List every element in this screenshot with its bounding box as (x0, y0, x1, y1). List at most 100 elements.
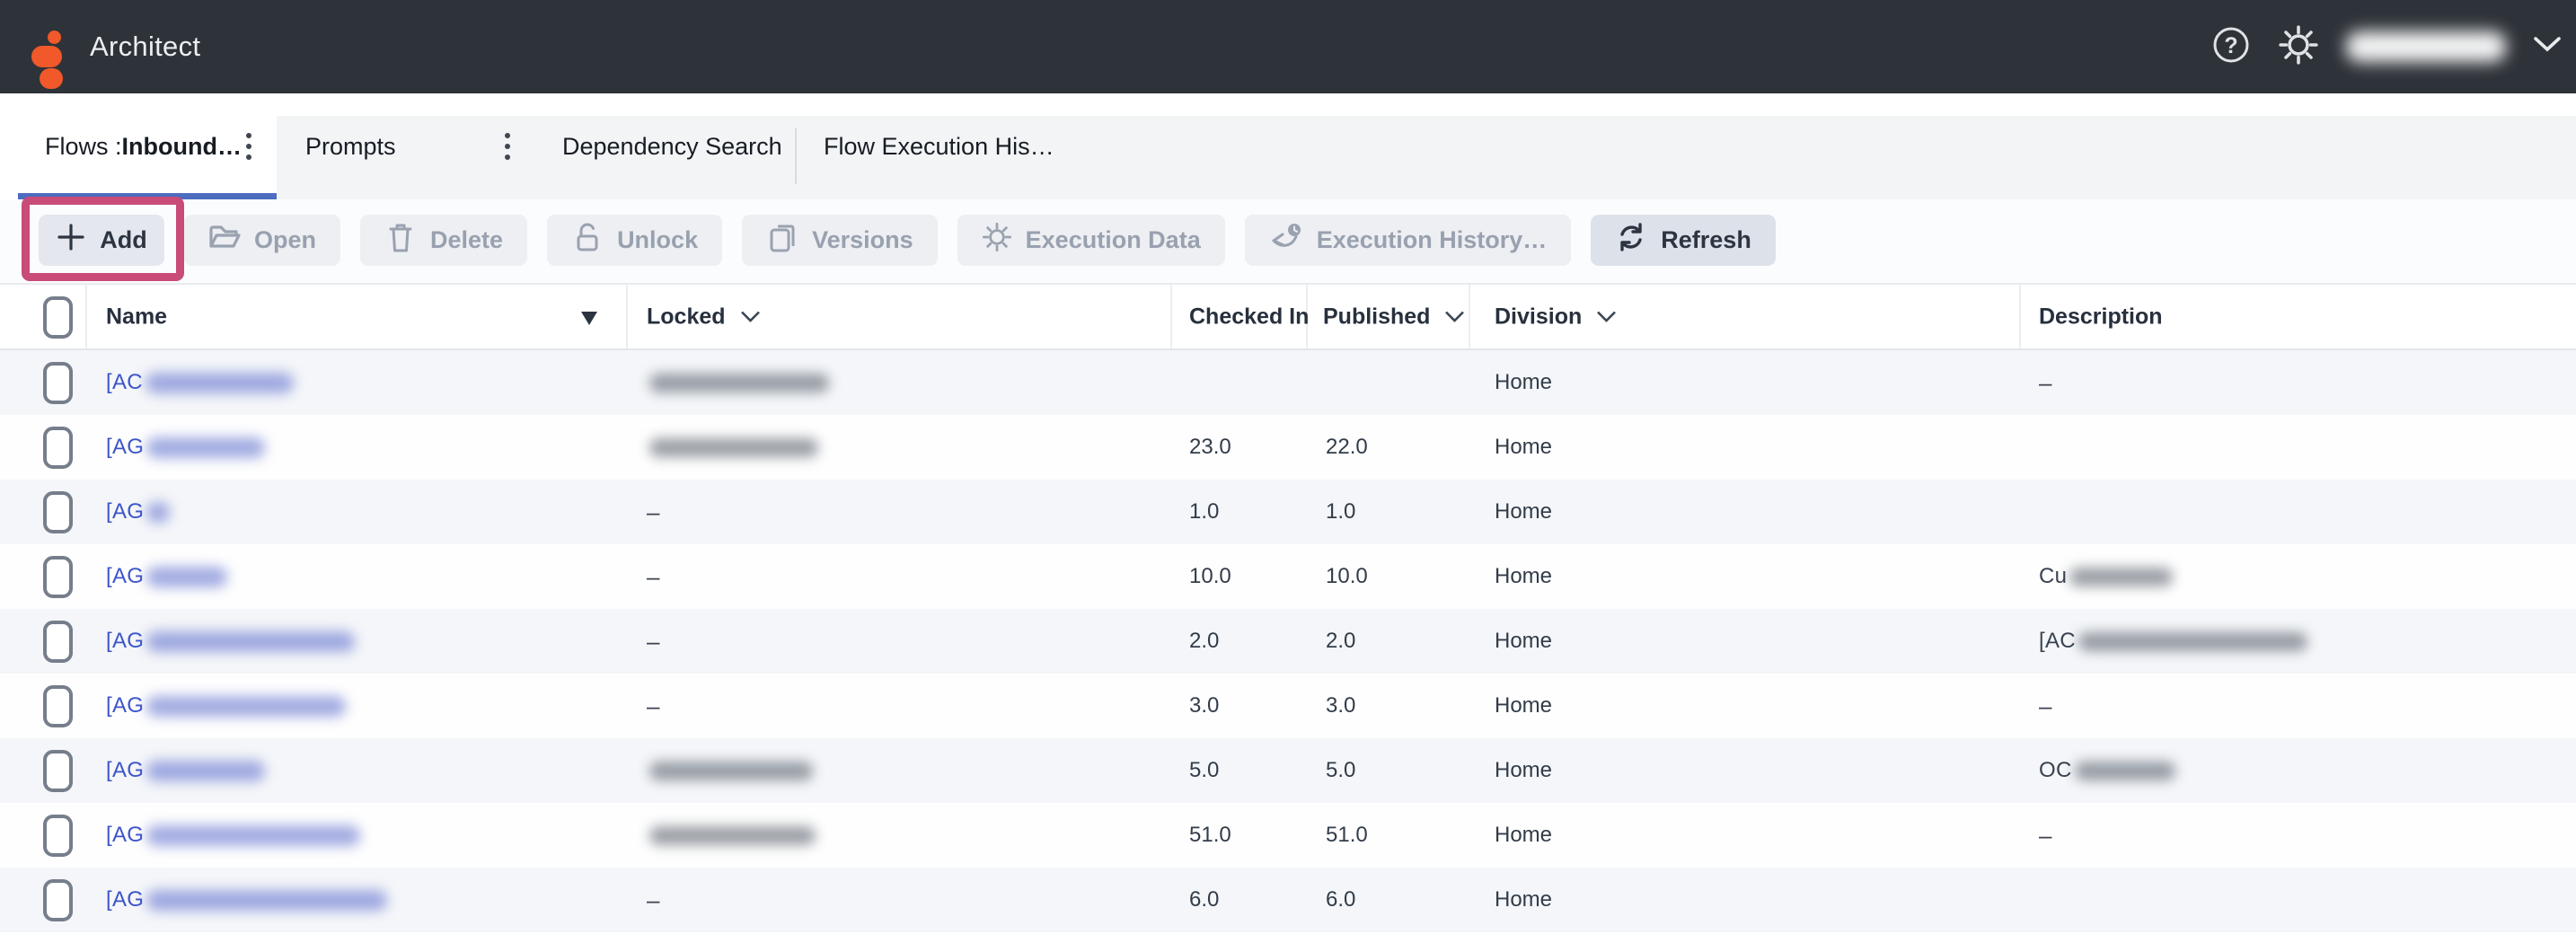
tab-divider (795, 128, 797, 184)
description-cell: – (2039, 350, 2051, 415)
column-header-locked[interactable]: Locked (647, 304, 761, 330)
flow-name-redacted (146, 695, 347, 717)
flow-name-redacted (146, 889, 388, 911)
flow-name-redacted (145, 372, 294, 393)
column-header-published[interactable]: Published (1323, 304, 1465, 330)
open-button[interactable]: Open (184, 215, 341, 266)
chevron-down-icon (1597, 311, 1617, 322)
division-cell: Home (1495, 629, 1553, 653)
division-cell: Home (1495, 435, 1553, 459)
flow-name-link[interactable]: [AC (106, 350, 294, 415)
division-cell: Home (1495, 887, 1553, 912)
execution-history-button[interactable]: Execution History… (1244, 215, 1572, 266)
delete-button[interactable]: Delete (360, 215, 528, 266)
svg-text:?: ? (2224, 33, 2237, 58)
description-dash: – (2039, 368, 2052, 396)
column-header-description[interactable]: Description (2039, 304, 2163, 329)
checked-in-cell: 5.0 (1189, 758, 1220, 782)
division-cell: Home (1495, 564, 1553, 588)
locked-cell: – (647, 609, 659, 674)
tab-prompts[interactable]: Prompts (305, 132, 396, 160)
flow-name-link[interactable]: [AG (106, 674, 347, 738)
tab-dependency-search[interactable]: Dependency Search (562, 132, 782, 160)
table-row[interactable]: [AG – 2.0 2.0 Home [AC (0, 609, 2576, 674)
select-all-checkbox[interactable] (43, 296, 73, 339)
locked-cell: – (647, 674, 659, 738)
column-header-checked-in[interactable]: Checked In (1189, 304, 1310, 329)
description-cell: – (2039, 674, 2051, 738)
top-app-bar: Architect ? (0, 0, 2576, 93)
table-row[interactable]: [AG – 3.0 3.0 Home – (0, 674, 2576, 738)
flow-name-prefix: [AC (106, 370, 143, 394)
add-button[interactable]: Add (39, 215, 164, 266)
table-row[interactable]: [AG – 10.0 10.0 Home Cu (0, 544, 2576, 609)
flow-name-redacted (146, 436, 266, 458)
description-prefix: Cu (2039, 564, 2068, 588)
plus-icon (56, 222, 86, 259)
flow-name-prefix: [AG (106, 693, 145, 718)
table-row[interactable]: [AG 5.0 5.0 Home OC (0, 738, 2576, 803)
refresh-button[interactable]: Refresh (1591, 215, 1776, 266)
locked-cell (647, 415, 818, 480)
table-row[interactable]: [AG – 1.0 1.0 Home (0, 480, 2576, 544)
help-icon[interactable]: ? (2211, 25, 2251, 69)
active-tab-indicator (18, 193, 277, 199)
chevron-down-icon (1445, 311, 1465, 322)
genesys-logo-icon (31, 27, 72, 92)
description-redacted (2074, 761, 2175, 780)
row-checkbox[interactable] (43, 749, 73, 792)
tab-flows-kebab-menu-icon[interactable] (241, 128, 257, 165)
description-redacted (2078, 631, 2307, 651)
tab-prompts-kebab-menu-icon[interactable] (499, 128, 516, 165)
division-cell: Home (1495, 758, 1553, 782)
flow-name-link[interactable]: [AG (106, 544, 228, 609)
table-row[interactable]: [AG – 6.0 6.0 Home (0, 868, 2576, 932)
division-cell: Home (1495, 370, 1553, 394)
column-header-name[interactable]: Name (106, 304, 168, 329)
locked-cell (647, 350, 829, 415)
published-cell: 6.0 (1326, 887, 1356, 912)
row-checkbox[interactable] (43, 426, 73, 469)
flow-name-link[interactable]: [AG (106, 415, 266, 480)
locked-cell (647, 738, 813, 803)
user-name-redacted (2346, 31, 2506, 62)
tab-flows-inbound[interactable]: Flows : Inbound… (45, 93, 242, 199)
row-checkbox[interactable] (43, 490, 73, 533)
row-checkbox[interactable] (43, 684, 73, 727)
flows-table-body: [AC Home – [AG 23.0 22.0 Home (0, 350, 2576, 943)
table-row[interactable]: [AG 51.0 51.0 Home – (0, 803, 2576, 868)
chevron-down-icon (740, 311, 760, 322)
flow-name-prefix: [AG (106, 629, 145, 653)
row-checkbox[interactable] (43, 361, 73, 404)
flow-name-prefix: [AG (106, 823, 145, 847)
flow-name-redacted (146, 824, 361, 846)
tab-flow-execution-history[interactable]: Flow Execution His… (824, 132, 1054, 160)
flow-name-link[interactable]: [AG (106, 609, 356, 674)
checked-in-cell: 10.0 (1189, 564, 1231, 588)
row-checkbox[interactable] (43, 620, 73, 663)
row-checkbox[interactable] (43, 555, 73, 598)
user-menu-chevron-down-icon[interactable] (2533, 36, 2562, 58)
name-sort-filter-icon[interactable] (580, 311, 598, 330)
published-cell: 2.0 (1326, 629, 1356, 653)
workspace-tab-bar: Flows : Inbound… Prompts Dependency Sear… (0, 93, 2576, 199)
flow-name-link[interactable]: [AG (106, 868, 388, 932)
versions-button[interactable]: Versions (742, 215, 938, 266)
checked-in-cell: 6.0 (1189, 887, 1220, 912)
unlock-button[interactable]: Unlock (547, 215, 723, 266)
row-checkbox[interactable] (43, 814, 73, 857)
flow-name-link[interactable]: [AG (106, 480, 171, 544)
table-row[interactable]: [AC Home – (0, 350, 2576, 415)
execution-data-button[interactable]: Execution Data (957, 215, 1225, 266)
column-header-division[interactable]: Division (1495, 304, 1617, 330)
locked-cell: – (647, 544, 659, 609)
flow-name-link[interactable]: [AG (106, 738, 266, 803)
division-cell: Home (1495, 499, 1553, 524)
settings-gear-icon[interactable] (2278, 24, 2319, 70)
locked-dash: – (647, 886, 660, 913)
flow-name-redacted (146, 566, 228, 587)
row-checkbox[interactable] (43, 878, 73, 921)
table-row[interactable]: [AG 23.0 22.0 Home (0, 415, 2576, 480)
locked-user-redacted (649, 373, 829, 392)
flow-name-link[interactable]: [AG (106, 803, 361, 868)
